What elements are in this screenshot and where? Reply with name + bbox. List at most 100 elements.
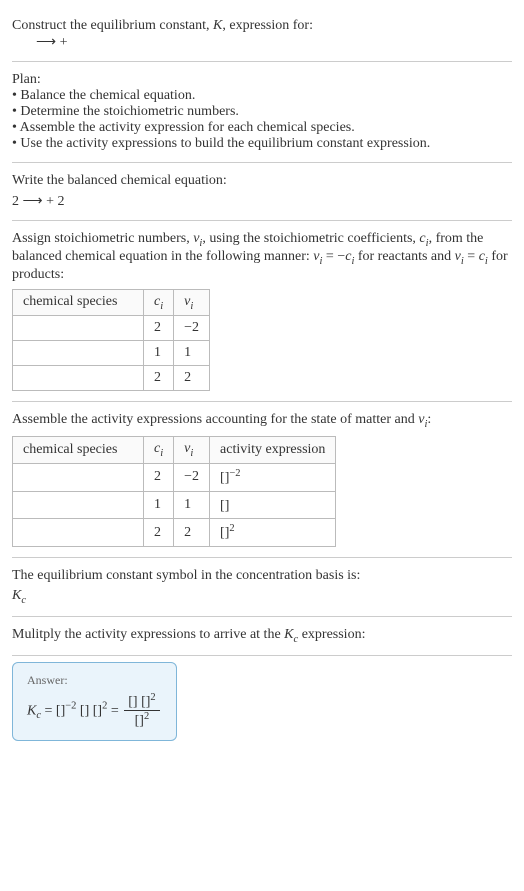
table-row: 2 −2	[13, 316, 210, 341]
intro-text-pre: Construct the equilibrium constant,	[12, 18, 213, 33]
stoich-table: chemical species ci νi 2 −2 1 1 2 2	[12, 289, 210, 392]
stoich-text: =	[464, 249, 479, 264]
activity-section: Assemble the activity expressions accoun…	[12, 402, 512, 558]
cell-activity: []2	[210, 519, 336, 547]
term-base: []	[56, 703, 65, 718]
activity-heading: Assemble the activity expressions accoun…	[12, 412, 512, 430]
mult-text: Mulitply the activity expressions to arr…	[12, 627, 284, 642]
term-exp: 2	[150, 692, 155, 703]
cell-nui: −2	[174, 463, 210, 491]
intro-text-post: , expression for:	[222, 18, 313, 33]
K-symbol: K	[12, 588, 21, 603]
balanced-equation: 2 ⟶ + 2	[12, 193, 512, 210]
act-base: []	[220, 498, 229, 513]
term-base: []	[135, 714, 144, 729]
col-activity: activity expression	[210, 437, 336, 464]
table-row: 2 2	[13, 366, 210, 391]
cell-species	[13, 519, 144, 547]
act-exp: −2	[229, 468, 240, 479]
cell-species	[13, 366, 144, 391]
col-species: chemical species	[13, 437, 144, 464]
cell-activity: []−2	[210, 463, 336, 491]
answer-label: Answer:	[27, 673, 162, 688]
symbol-heading: The equilibrium constant symbol in the c…	[12, 568, 512, 584]
col-ci: ci	[144, 289, 174, 316]
plan-section: Plan: • Balance the chemical equation. •…	[12, 62, 512, 163]
i-sub: i	[160, 448, 163, 459]
cell-ci: 2	[144, 316, 174, 341]
term-base: []	[138, 694, 151, 709]
activity-text: Assemble the activity expressions accoun…	[12, 412, 418, 427]
fraction: [] []2[]2	[124, 692, 159, 730]
table-row: 1 1	[13, 341, 210, 366]
intro-section: Construct the equilibrium constant, K, e…	[12, 8, 512, 62]
col-ci: ci	[144, 437, 174, 464]
plan-item: • Determine the stoichiometric numbers.	[12, 104, 512, 120]
term-exp: 2	[144, 711, 149, 722]
plan-item: • Assemble the activity expression for e…	[12, 120, 512, 136]
i-sub: i	[190, 448, 193, 459]
table-row: 1 1 []	[13, 491, 336, 519]
stoich-text: , using the stoichiometric coefficients,	[202, 231, 419, 246]
table-row: 2 2 []2	[13, 519, 336, 547]
answer-box: Answer: Kc = []−2 [] []2 = [] []2[]2	[12, 662, 177, 741]
plan-item: • Balance the chemical equation.	[12, 88, 512, 104]
cell-ci: 1	[144, 491, 174, 519]
term-base: []	[128, 694, 137, 709]
cell-ci: 2	[144, 519, 174, 547]
stoich-text: for reactants and	[354, 249, 454, 264]
col-nui: νi	[174, 437, 210, 464]
stoich-heading: Assign stoichiometric numbers, νi, using…	[12, 231, 512, 283]
cell-activity: []	[210, 491, 336, 519]
term-exp: −2	[65, 700, 76, 711]
plan-heading: Plan:	[12, 72, 512, 88]
balanced-heading: Write the balanced chemical equation:	[12, 173, 512, 189]
stoich-section: Assign stoichiometric numbers, νi , using…	[12, 221, 512, 402]
symbol-section: The equilibrium constant symbol in the c…	[12, 558, 512, 617]
eq-sign: =	[41, 703, 56, 718]
fraction-num: [] []2	[124, 692, 159, 712]
mult-text: expression:	[298, 627, 365, 642]
symbol-value: Kc	[12, 588, 512, 606]
answer-section: Answer: Kc = []−2 [] []2 = [] []2[]2	[12, 656, 512, 741]
act-base: []	[220, 526, 229, 541]
plan-item: • Use the activity expressions to build …	[12, 136, 512, 152]
cell-nui: 2	[174, 519, 210, 547]
cell-nui: 1	[174, 491, 210, 519]
cell-species	[13, 491, 144, 519]
activity-table: chemical species ci νi activity expressi…	[12, 436, 336, 547]
act-base: []	[220, 471, 229, 486]
intro-K: K	[213, 18, 222, 33]
col-nui: νi	[174, 289, 210, 316]
cell-ci: 2	[144, 463, 174, 491]
eq-sign: =	[107, 703, 122, 718]
cell-species	[13, 463, 144, 491]
intro-equation: ⟶ +	[12, 34, 512, 51]
cell-species	[13, 341, 144, 366]
cell-species	[13, 316, 144, 341]
fraction-den: []2	[124, 711, 159, 730]
i-sub: i	[190, 300, 193, 311]
stoich-text: = −	[322, 249, 345, 264]
stoich-text: Assign stoichiometric numbers,	[12, 231, 193, 246]
col-species: chemical species	[13, 289, 144, 316]
balanced-section: Write the balanced chemical equation: 2 …	[12, 163, 512, 221]
table-row: 2 −2 []−2	[13, 463, 336, 491]
c-sub: c	[21, 595, 26, 606]
activity-text: :	[427, 412, 431, 427]
K-symbol: K	[284, 627, 293, 642]
answer-expression: Kc = []−2 [] []2 = [] []2[]2	[27, 692, 162, 730]
K-symbol: K	[27, 703, 36, 718]
term-base: []	[89, 703, 102, 718]
cell-ci: 2	[144, 366, 174, 391]
act-exp: 2	[229, 523, 234, 534]
term-base: []	[76, 703, 89, 718]
cell-nui: 1	[174, 341, 210, 366]
table-header-row: chemical species ci νi	[13, 289, 210, 316]
multiply-section: Mulitply the activity expressions to arr…	[12, 617, 512, 656]
table-header-row: chemical species ci νi activity expressi…	[13, 437, 336, 464]
cell-nui: −2	[174, 316, 210, 341]
cell-ci: 1	[144, 341, 174, 366]
i-sub: i	[160, 300, 163, 311]
cell-nui: 2	[174, 366, 210, 391]
